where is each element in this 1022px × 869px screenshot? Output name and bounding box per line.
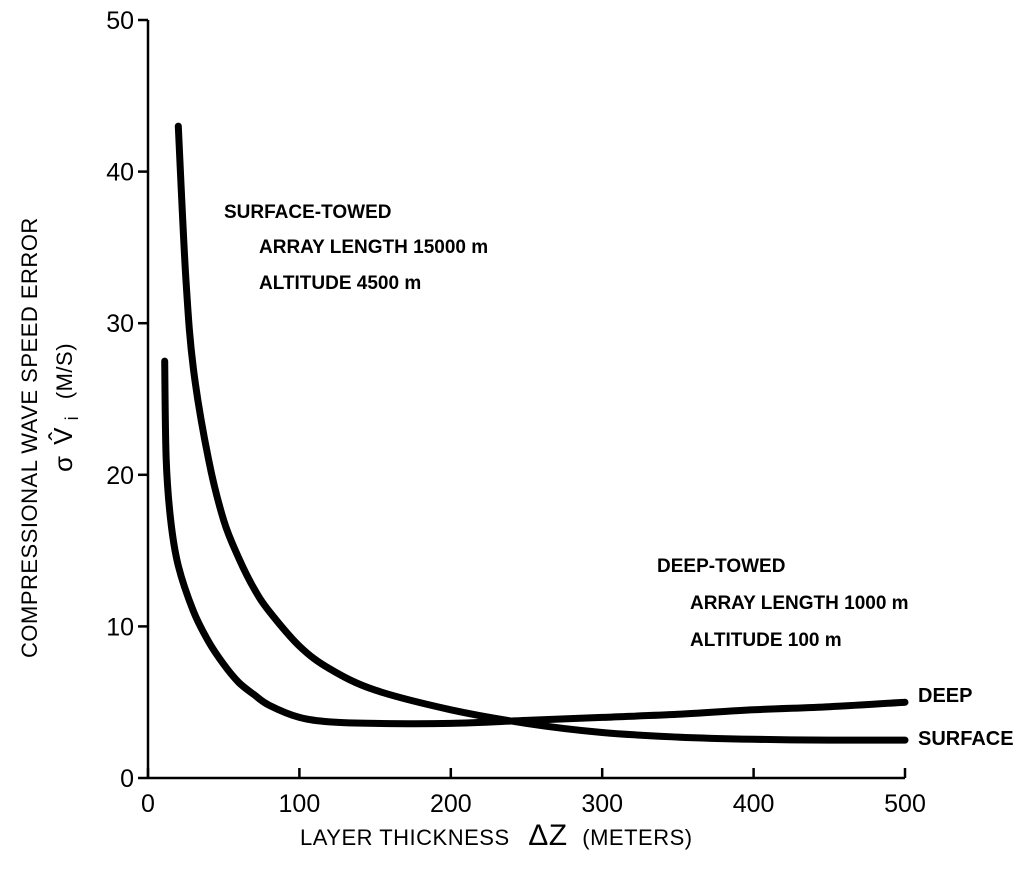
y-tick-label: 40 [106,159,134,187]
y-axis-label-line2: σ V̂ i (M/S) [48,343,83,472]
annotation-surface-towed: SURFACE-TOWED ARRAY LENGTH 15000 m ALTIT… [224,202,488,294]
x-tick-label: 400 [733,790,775,818]
y-axis-label-line1: COMPRESSIONAL WAVE SPEED ERROR [17,217,42,658]
x-tick-label: 500 [884,790,926,818]
y-axis-label-sigma: σ [48,455,78,472]
x-tick-label: 100 [279,790,321,818]
series-surface-line [174,122,909,744]
y-tick-label: 30 [106,310,134,338]
annotation-surface-heading: SURFACE-TOWED [224,202,391,223]
y-tick-label: 0 [120,765,134,793]
annotation-surface-array-length: ARRAY LENGTH 15000 m [259,237,488,258]
y-axis-label-units: (M/S) [52,343,77,399]
y-tick-label: 10 [106,613,134,641]
x-axis-label: LAYER THICKNESS ΔZ (METERS) [300,819,693,852]
x-tick-label: 300 [581,790,623,818]
series-label-deep: DEEP [918,685,972,707]
x-axis-label-units: (METERS) [582,825,692,850]
y-tick-label: 50 [106,7,134,35]
x-axis-label-text: LAYER THICKNESS [300,825,510,850]
x-tick-label: 0 [141,790,155,818]
annotation-deep-altitude: ALTITUDE 100 m [690,630,842,651]
annotation-deep-array-length: ARRAY LENGTH 1000 m [690,593,909,614]
annotation-deep-heading: DEEP-TOWED [657,556,785,577]
y-tick-label: 20 [106,462,134,490]
annotation-surface-altitude: ALTITUDE 4500 m [259,273,421,294]
annotation-deep-towed: DEEP-TOWED ARRAY LENGTH 1000 m ALTITUDE … [657,556,909,651]
axis-ticks: 0 100 200 300 400 500 0 10 20 30 40 50 [106,7,926,818]
x-axis-label-symbol: ΔZ [528,819,567,852]
x-tick-label: 200 [430,790,472,818]
y-axis-label-var: V̂ [48,427,78,445]
series-deep-line [161,357,909,728]
series-label-surface: SURFACE [918,728,1014,750]
y-axis-label-sub: i [62,416,82,421]
